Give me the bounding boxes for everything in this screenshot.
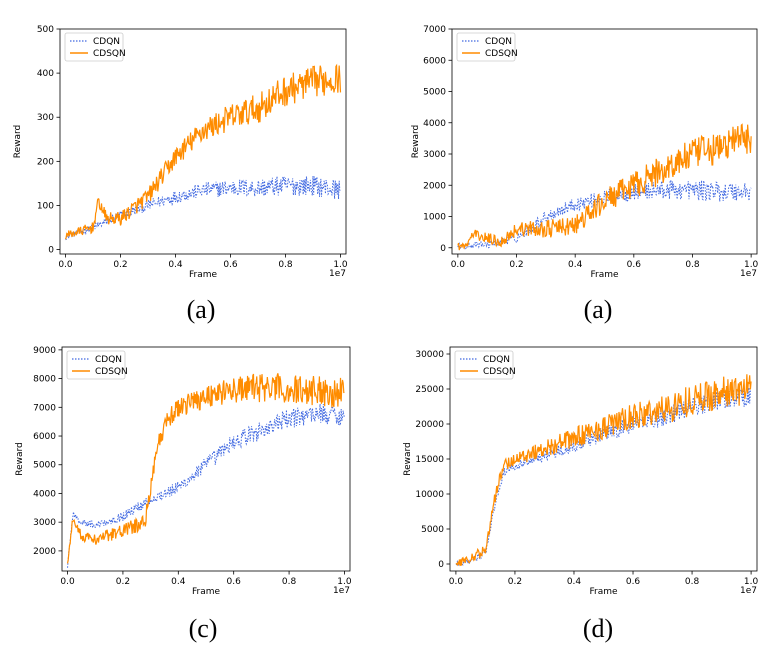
plot-frame (451, 28, 758, 255)
y-tick-label: 5000 (33, 461, 56, 471)
legend-label-cdqn: CDQN (483, 355, 510, 365)
x-tick-label: 1.0 (333, 260, 348, 270)
y-tick-label: 0 (440, 244, 446, 254)
y-tick-label: 200 (37, 157, 54, 167)
y-axis-label: Reward (15, 442, 25, 476)
plot-frame (59, 28, 347, 255)
y-tick-label: 400 (37, 69, 54, 79)
x-tick-label: 0.4 (567, 577, 582, 587)
series-line-cdqn (67, 403, 345, 568)
x-tick-label: 0.0 (58, 260, 73, 270)
x-offset-label: 1e7 (333, 586, 350, 596)
x-tick-label: 0.8 (278, 260, 293, 270)
x-tick-label: 0.6 (227, 577, 242, 587)
series-line-cdsqn (64, 63, 342, 240)
x-tick-label: 0.4 (568, 260, 583, 270)
x-tick-label: 0.2 (508, 577, 522, 587)
x-tick-label: 0.4 (168, 260, 183, 270)
y-tick-label: 6000 (423, 56, 446, 66)
y-tick-label: 7000 (423, 25, 446, 35)
x-axis-label: Frame (192, 587, 221, 597)
y-tick-label: 8000 (33, 375, 56, 385)
y-tick-label: 1000 (423, 213, 446, 223)
panel-caption: (a) (584, 295, 613, 324)
series-line-cdsqn (457, 123, 752, 251)
x-tick-label: 0.6 (627, 260, 642, 270)
x-tick-label: 0.0 (451, 260, 466, 270)
y-tick-label: 0 (48, 246, 54, 256)
y-axis-label: Reward (13, 125, 23, 159)
y-tick-label: 30000 (415, 350, 444, 360)
y-tick-label: 2000 (423, 181, 446, 191)
x-offset-label: 1e7 (740, 269, 757, 279)
y-tick-label: 5000 (423, 88, 446, 98)
y-tick-label: 0 (438, 560, 444, 570)
x-offset-label: 1e7 (740, 586, 757, 596)
y-axis-label: Reward (411, 125, 421, 159)
x-axis-label: Frame (590, 270, 619, 280)
y-tick-label: 300 (37, 113, 54, 123)
x-tick-label: 0.2 (113, 260, 127, 270)
series-line-cdqn (65, 176, 341, 241)
x-tick-label: 0.4 (171, 577, 186, 587)
y-tick-label: 10000 (415, 490, 444, 500)
x-axis-label: Frame (189, 270, 218, 280)
y-tick-label: 3000 (33, 518, 56, 528)
legend-label-cdqn: CDQN (93, 37, 120, 47)
x-tick-label: 0.2 (509, 260, 523, 270)
x-tick-label: 0.6 (626, 577, 641, 587)
y-axis-label: Reward (403, 442, 413, 476)
legend-box (454, 350, 514, 380)
series-line-cdsqn (455, 374, 752, 567)
legend-label-cdqn: CDQN (485, 37, 512, 47)
x-tick-label: 0.8 (282, 577, 297, 587)
x-tick-label: 0.0 (449, 577, 464, 587)
x-tick-label: 0.6 (223, 260, 238, 270)
legend-box (456, 32, 516, 62)
x-axis-label: Frame (589, 587, 618, 597)
plot-frame (449, 346, 758, 572)
panel-caption: (a) (187, 295, 216, 324)
x-tick-label: 0.0 (60, 577, 75, 587)
series-line-cdsqn (66, 373, 345, 564)
legend-box (66, 350, 126, 380)
legend-box (64, 32, 124, 62)
y-tick-label: 3000 (423, 150, 446, 160)
legend-label-cdsqn: CDSQN (95, 367, 128, 377)
y-tick-label: 15000 (415, 455, 444, 465)
y-tick-label: 5000 (421, 525, 444, 535)
x-tick-label: 1.0 (744, 260, 759, 270)
y-tick-label: 9000 (33, 346, 56, 356)
chart-panel-1: 0.0 0.2 0.4 0.6 0.8 1.0 0 100 200 300 400 500 1e7 Fra… (13, 25, 348, 324)
x-tick-label: 0.8 (685, 577, 700, 587)
legend-label-cdsqn: CDSQN (483, 367, 516, 377)
chart-panel-4: 0.0 0.2 0.4 0.6 0.8 1.0 0 5000 10000 15000 20000 25… (403, 346, 759, 643)
legend-label-cdsqn: CDSQN (485, 49, 518, 59)
legend-label-cdqn: CDQN (95, 355, 122, 365)
y-tick-label: 4000 (33, 489, 56, 499)
y-tick-label: 4000 (423, 119, 446, 129)
chart-panel-3: 0.0 0.2 0.4 0.6 0.8 1.0 2000 3000 4000 5000 6000 70… (15, 346, 352, 643)
y-tick-label: 25000 (415, 385, 444, 395)
legend-label-cdsqn: CDSQN (93, 49, 126, 59)
x-tick-label: 0.2 (116, 577, 130, 587)
y-tick-label: 2000 (33, 547, 56, 557)
y-tick-label: 7000 (33, 403, 56, 413)
panel-caption: (d) (583, 614, 613, 643)
y-tick-label: 100 (37, 201, 54, 211)
x-tick-label: 1.0 (744, 577, 759, 587)
plot-frame (61, 346, 351, 572)
x-offset-label: 1e7 (329, 269, 346, 279)
y-tick-label: 20000 (415, 420, 444, 430)
x-tick-label: 0.8 (685, 260, 700, 270)
y-tick-label: 6000 (33, 432, 56, 442)
x-tick-label: 1.0 (337, 577, 352, 587)
panel-caption: (c) (189, 614, 218, 643)
series-line-cdqn (455, 387, 752, 567)
chart-panel-2: 0.0 0.2 0.4 0.6 0.8 1.0 0 1000 2000 3000 4000 5000 6… (411, 25, 759, 324)
y-tick-label: 500 (37, 25, 54, 35)
